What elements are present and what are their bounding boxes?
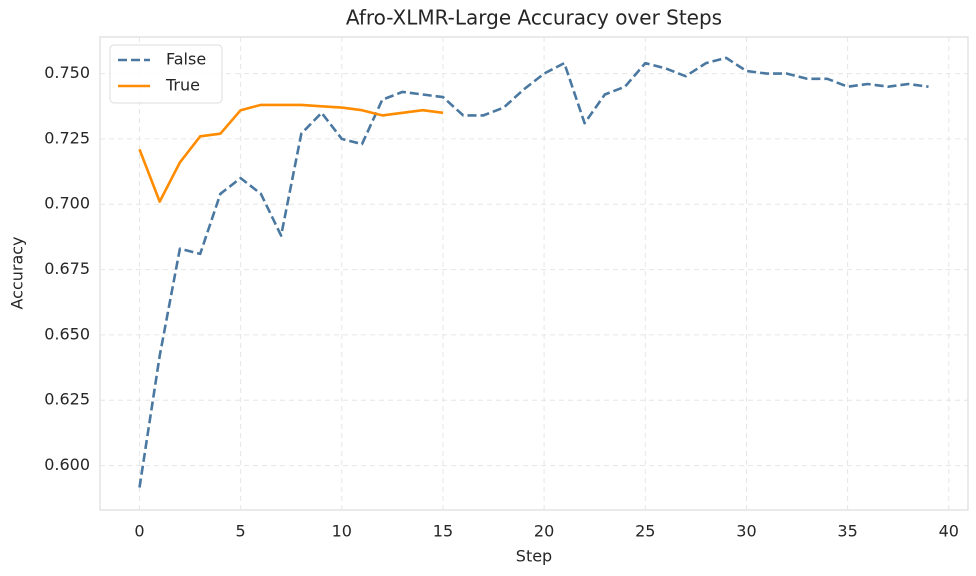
legend: False True — [109, 44, 223, 104]
y-tick-label: 0.650 — [44, 324, 90, 343]
y-axis-label: Accuracy — [8, 236, 27, 309]
x-tick-label: 10 — [332, 522, 352, 541]
x-tick-label: 5 — [236, 522, 246, 541]
x-tick-label: 30 — [736, 522, 756, 541]
x-tick-label: 25 — [635, 522, 655, 541]
x-tick-label: 15 — [433, 522, 453, 541]
plot-area — [99, 36, 969, 511]
x-tick-label: 40 — [939, 522, 959, 541]
x-tick-label: 35 — [837, 522, 857, 541]
y-tick-label: 0.625 — [44, 390, 90, 409]
y-tick-label: 0.675 — [44, 259, 90, 278]
legend-label: True — [165, 76, 200, 95]
chart-title: Afro-XLMR-Large Accuracy over Steps — [346, 6, 722, 30]
y-tick-label: 0.725 — [44, 128, 90, 147]
x-tick-label: 0 — [134, 522, 144, 541]
x-tick-label: 20 — [534, 522, 554, 541]
y-tick-label: 0.750 — [44, 63, 90, 82]
y-tick-label: 0.600 — [44, 455, 90, 474]
x-axis-label: Step — [516, 547, 552, 566]
legend-label: False — [166, 50, 206, 69]
series-line — [138, 103, 444, 203]
y-tick-label: 0.700 — [44, 194, 90, 213]
